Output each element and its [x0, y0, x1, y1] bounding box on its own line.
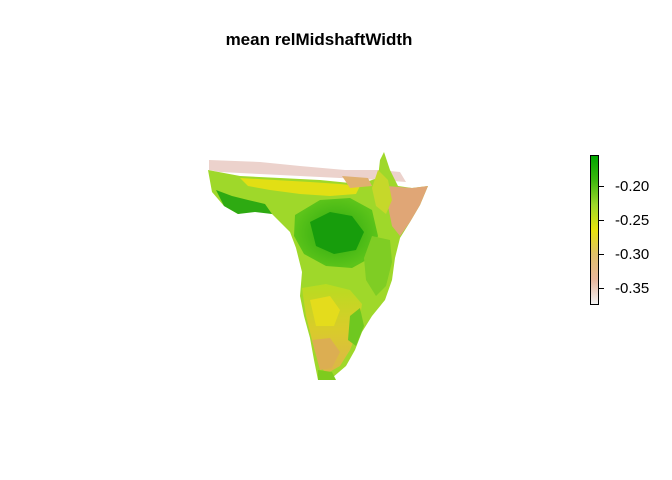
kalahari-patch [310, 296, 340, 326]
east-region [364, 236, 392, 296]
legend-tick-label: -0.25 [615, 212, 650, 229]
southwest-patch [312, 338, 340, 370]
congo-core-region [310, 212, 364, 254]
color-legend-bar [590, 155, 599, 305]
sahara-region [209, 160, 406, 182]
legend-tick-label: -0.35 [615, 280, 650, 297]
legend-tick-mark [599, 288, 604, 289]
sahel-region [240, 178, 360, 196]
legend-tick-mark [599, 254, 604, 255]
horn-region [386, 186, 428, 236]
cape-tip [318, 370, 336, 380]
plot-title: mean relMidshaftWidth [225, 30, 413, 49]
legend-tick-mark [599, 186, 604, 187]
legend-tick-mark [599, 220, 604, 221]
west-forest-region [216, 190, 272, 214]
ethiopia-highland [372, 170, 392, 214]
sahel-orange-patch [342, 176, 372, 188]
legend-tick-label: -0.30 [615, 246, 650, 263]
legend-tick-label: -0.20 [615, 178, 650, 195]
southeast-coast [348, 308, 364, 346]
